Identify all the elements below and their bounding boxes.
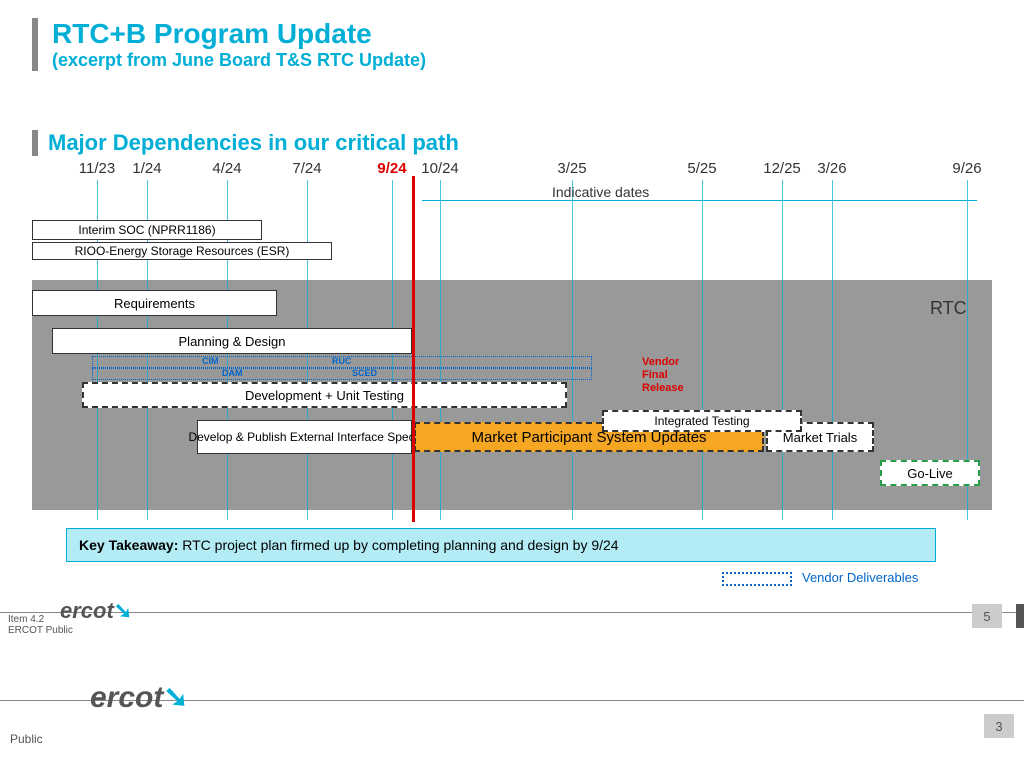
slide-subtitle: (excerpt from June Board T&S RTC Update) <box>52 50 426 71</box>
vendor-deliverable-track <box>92 368 592 380</box>
gantt-bar: Develop & Publish External Interface Spe… <box>197 420 412 454</box>
gridline <box>782 180 783 520</box>
gantt-bar: Interim SOC (NPRR1186) <box>32 220 262 240</box>
gantt-bar: RIOO-Energy Storage Resources (ESR) <box>32 242 332 260</box>
vendor-deliverable-label: RUC <box>332 356 352 366</box>
ercot-logo-outer: ercot➘ <box>90 680 189 715</box>
date-tick-label: 5/25 <box>687 160 716 177</box>
inner-page-number: 5 <box>972 604 1002 628</box>
gridline <box>832 180 833 520</box>
vendor-deliverable-label: CIM <box>202 356 219 366</box>
gantt-bar: Integrated Testing <box>602 410 802 432</box>
legend-swatch <box>722 572 792 586</box>
date-tick-label: 12/25 <box>763 160 801 177</box>
gantt-bar: Go-Live <box>880 460 980 486</box>
inner-footer-line <box>0 612 1024 613</box>
date-tick-label: 9/26 <box>952 160 981 177</box>
section-title: Major Dependencies in our critical path <box>48 130 459 155</box>
vendor-deliverable-label: SCED <box>352 368 377 378</box>
date-tick-label: 9/24 <box>377 160 406 177</box>
gridline <box>702 180 703 520</box>
chart-area: Major Dependencies in our critical path … <box>32 130 992 580</box>
vendor-deliverable-label: DAM <box>222 368 243 378</box>
title-block: RTC+B Program Update (excerpt from June … <box>32 18 426 71</box>
date-tick-label: 3/26 <box>817 160 846 177</box>
vendor-release-label: VendorFinalRelease <box>642 356 684 396</box>
date-tick-label: 3/25 <box>557 160 586 177</box>
outer-footer-text: Public <box>10 732 43 746</box>
side-tab-inner <box>1016 604 1024 628</box>
section-title-block: Major Dependencies in our critical path <box>32 130 459 156</box>
slide: RTC+B Program Update (excerpt from June … <box>0 0 1024 768</box>
date-tick-label: 1/24 <box>132 160 161 177</box>
gantt-bar: Planning & Design <box>52 328 412 354</box>
current-date-marker <box>412 176 415 522</box>
logo-swoosh-icon: ➘ <box>114 598 132 624</box>
gridline <box>572 180 573 520</box>
date-tick-label: 7/24 <box>292 160 321 177</box>
date-tick-label: 11/23 <box>79 160 115 177</box>
date-tick-label: 10/24 <box>421 160 459 177</box>
date-tick-label: 4/24 <box>212 160 241 177</box>
gantt-bar: Development + Unit Testing <box>82 382 567 408</box>
logo-swoosh-icon: ➘ <box>163 680 188 715</box>
gantt-timeline: 11/23 1/24 4/24 7/24 9/24 10/24 3/25 5/25 12/25 3… <box>32 160 992 580</box>
legend-label: Vendor Deliverables <box>802 570 918 585</box>
key-takeaway-box: Key Takeaway: RTC project plan firmed up… <box>66 528 936 562</box>
rtc-section-label: RTC <box>930 298 967 319</box>
indicative-range-arrow <box>422 200 977 201</box>
gantt-bar: Requirements <box>32 290 277 316</box>
slide-title: RTC+B Program Update <box>52 18 426 50</box>
gridline <box>440 180 441 520</box>
inner-footer-text: Item 4.2 ERCOT Public <box>8 614 73 636</box>
indicative-dates-label: Indicative dates <box>552 184 649 200</box>
outer-page-number: 3 <box>984 714 1014 738</box>
